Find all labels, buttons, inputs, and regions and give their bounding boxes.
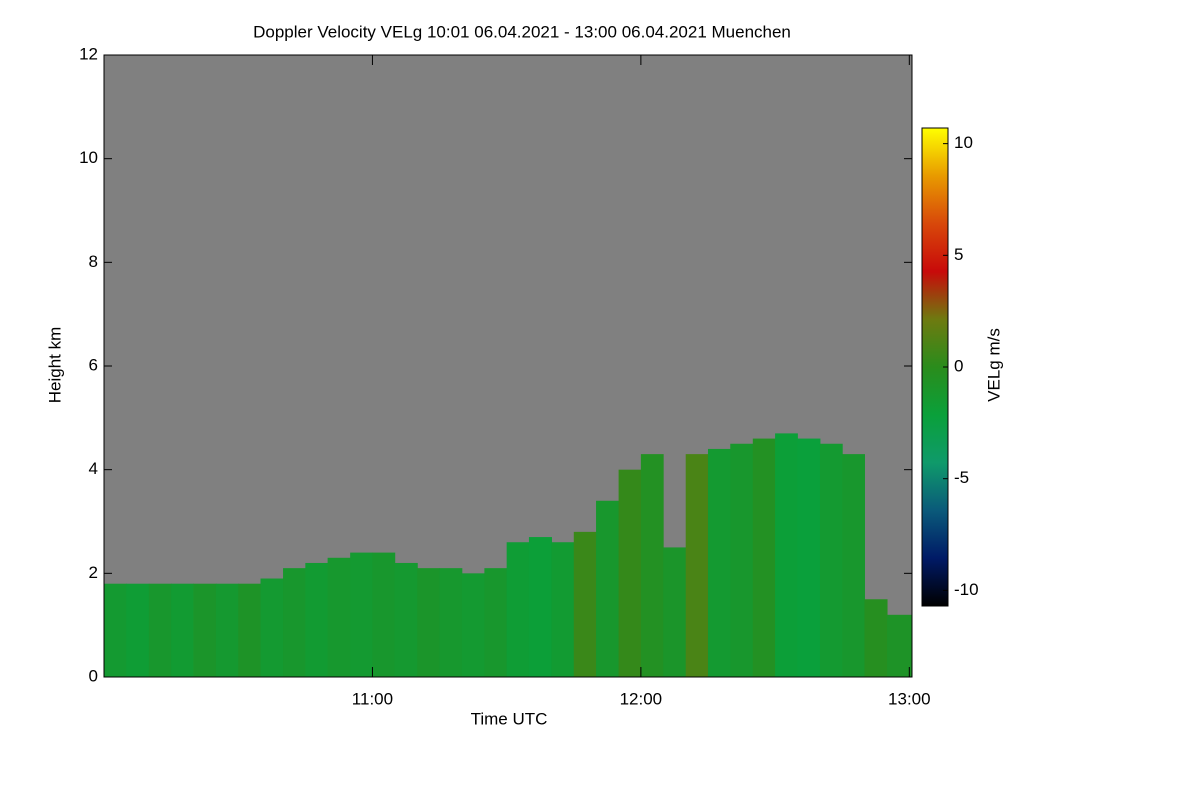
y-tick-label: 0 [89, 666, 98, 685]
y-tick-label: 10 [79, 148, 98, 167]
chart-title: Doppler Velocity VELg 10:01 06.04.2021 -… [253, 22, 791, 41]
echo-column [394, 562, 418, 677]
echo-column [573, 531, 597, 677]
y-tick-label: 2 [89, 563, 98, 582]
colorbar-tick-label: -10 [954, 580, 979, 599]
echo-column [551, 542, 575, 677]
colorbar-label: VELg m/s [984, 328, 1003, 402]
echo-column [663, 547, 687, 677]
y-tick-label: 6 [89, 355, 98, 374]
echo-column [640, 454, 664, 677]
colorbar-tick-label: 10 [954, 133, 973, 152]
colorbar-tick-label: -5 [954, 468, 969, 487]
echo-column [215, 583, 239, 677]
echo-column [126, 583, 150, 677]
y-axis-label: Height km [45, 327, 64, 404]
colorbar-tick-label: 5 [954, 245, 963, 264]
echo-column [283, 568, 306, 677]
echo-column [327, 557, 351, 677]
echo-column [193, 583, 217, 677]
y-tick-label: 4 [89, 459, 98, 478]
echo-column [148, 583, 172, 677]
x-tick-label: 11:00 [352, 689, 393, 708]
colorbar-tick-label: 0 [954, 356, 963, 375]
echo-column [372, 552, 396, 677]
echo-column [484, 568, 508, 677]
echo-column [417, 568, 441, 677]
y-tick-label: 12 [79, 44, 98, 63]
echo-column [775, 433, 798, 677]
echo-column [528, 537, 552, 677]
echo-column [439, 568, 463, 677]
echo-column [864, 599, 888, 677]
echo-column [305, 562, 329, 677]
echo-column [238, 583, 261, 677]
echo-column [260, 578, 284, 677]
echo-column [752, 438, 776, 677]
echo-column [730, 443, 754, 677]
echo-column [685, 454, 709, 677]
x-tick-label: 12:00 [620, 689, 663, 708]
echo-column [842, 454, 865, 677]
echo-column [171, 583, 194, 677]
x-tick-label: 13:00 [888, 689, 931, 708]
echo-column [104, 583, 127, 677]
echo-column [618, 469, 642, 677]
y-tick-label: 8 [89, 252, 98, 271]
echo-column [596, 500, 620, 677]
echo-column [350, 552, 373, 677]
echo-column [461, 573, 485, 677]
echo-column [819, 443, 843, 677]
echo-column [887, 614, 913, 677]
echo-column [707, 448, 731, 677]
echo-column [797, 438, 821, 677]
echo-column [506, 542, 530, 677]
x-axis-label: Time UTC [471, 709, 548, 728]
